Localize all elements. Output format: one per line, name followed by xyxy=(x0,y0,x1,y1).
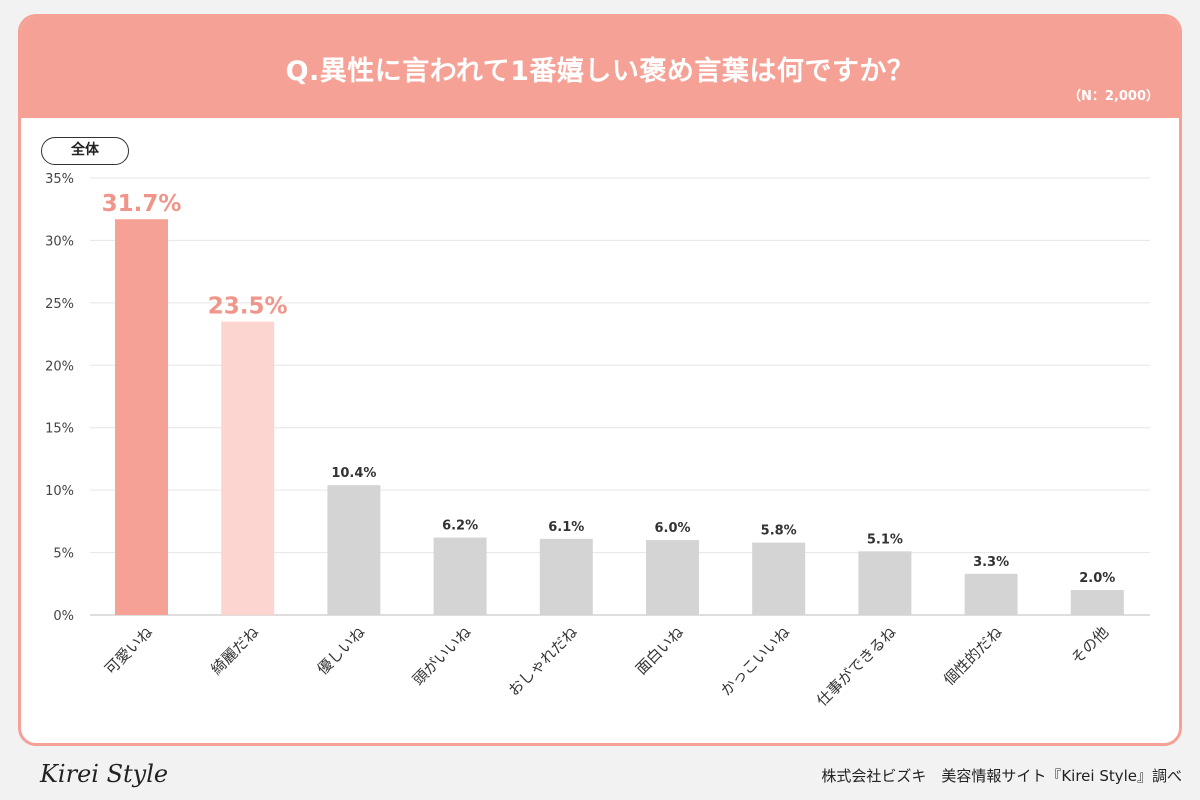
y-tick-label: 10% xyxy=(45,484,74,499)
x-tick-label: 頭がいいね xyxy=(409,623,475,689)
segment-label: 全体 xyxy=(41,137,129,165)
x-tick-label: 仕事ができるね xyxy=(813,623,900,710)
x-tick-label: 面白いね xyxy=(632,623,687,678)
y-tick-label: 35% xyxy=(45,172,74,187)
brand-logo: Kirei Style xyxy=(40,760,169,788)
x-tick-label: かっこいいね xyxy=(717,623,793,699)
sample-size-label: （N：2,000） xyxy=(1067,89,1159,104)
bar xyxy=(646,540,699,615)
bar xyxy=(433,537,487,615)
bar xyxy=(752,542,806,615)
data-label: 6.1% xyxy=(548,520,584,535)
data-label: 10.4% xyxy=(331,466,376,481)
x-tick-label: 可愛いね xyxy=(101,623,156,678)
data-label: 6.2% xyxy=(442,519,478,534)
bar xyxy=(115,219,168,615)
x-tick-label: 優しいね xyxy=(314,623,369,678)
y-tick-label: 25% xyxy=(45,297,74,312)
bar xyxy=(327,485,381,615)
chart-card: Q.異性に言われて1番嬉しい褒め言葉は何ですか？ （N：2,000） 全体 xyxy=(18,14,1182,746)
y-tick-label: 30% xyxy=(45,234,74,249)
x-tick-label: おしゃれだね xyxy=(505,623,581,699)
x-tick-label: 綺麗だね xyxy=(207,623,262,678)
y-tick-label: 0% xyxy=(53,609,74,624)
data-label: 5.8% xyxy=(761,524,797,539)
data-label: 5.1% xyxy=(867,532,903,547)
y-tick-label: 15% xyxy=(45,422,74,437)
bar xyxy=(1070,590,1124,615)
data-label-highlight: 31.7% xyxy=(102,191,182,217)
survey-credit: 株式会社ビズキ 美容情報サイト『Kirei Style』調べ xyxy=(821,767,1182,785)
bar xyxy=(221,321,275,615)
chart-title: Q.異性に言われて1番嬉しい褒め言葉は何ですか？ xyxy=(285,56,915,87)
data-label: 6.0% xyxy=(654,521,690,536)
x-tick-label: 個性的だね xyxy=(940,623,1006,689)
bar xyxy=(858,551,912,615)
bar xyxy=(964,573,1018,615)
y-tick-label: 20% xyxy=(45,359,74,374)
data-label: 2.0% xyxy=(1079,571,1115,586)
data-label-highlight: 23.5% xyxy=(208,294,288,320)
bar xyxy=(539,538,593,615)
y-tick-label: 5% xyxy=(53,547,74,562)
chart-header: Q.異性に言われて1番嬉しい褒め言葉は何ですか？ （N：2,000） xyxy=(21,17,1179,118)
data-label: 3.3% xyxy=(973,555,1009,570)
x-tick-label: その他 xyxy=(1068,623,1113,668)
